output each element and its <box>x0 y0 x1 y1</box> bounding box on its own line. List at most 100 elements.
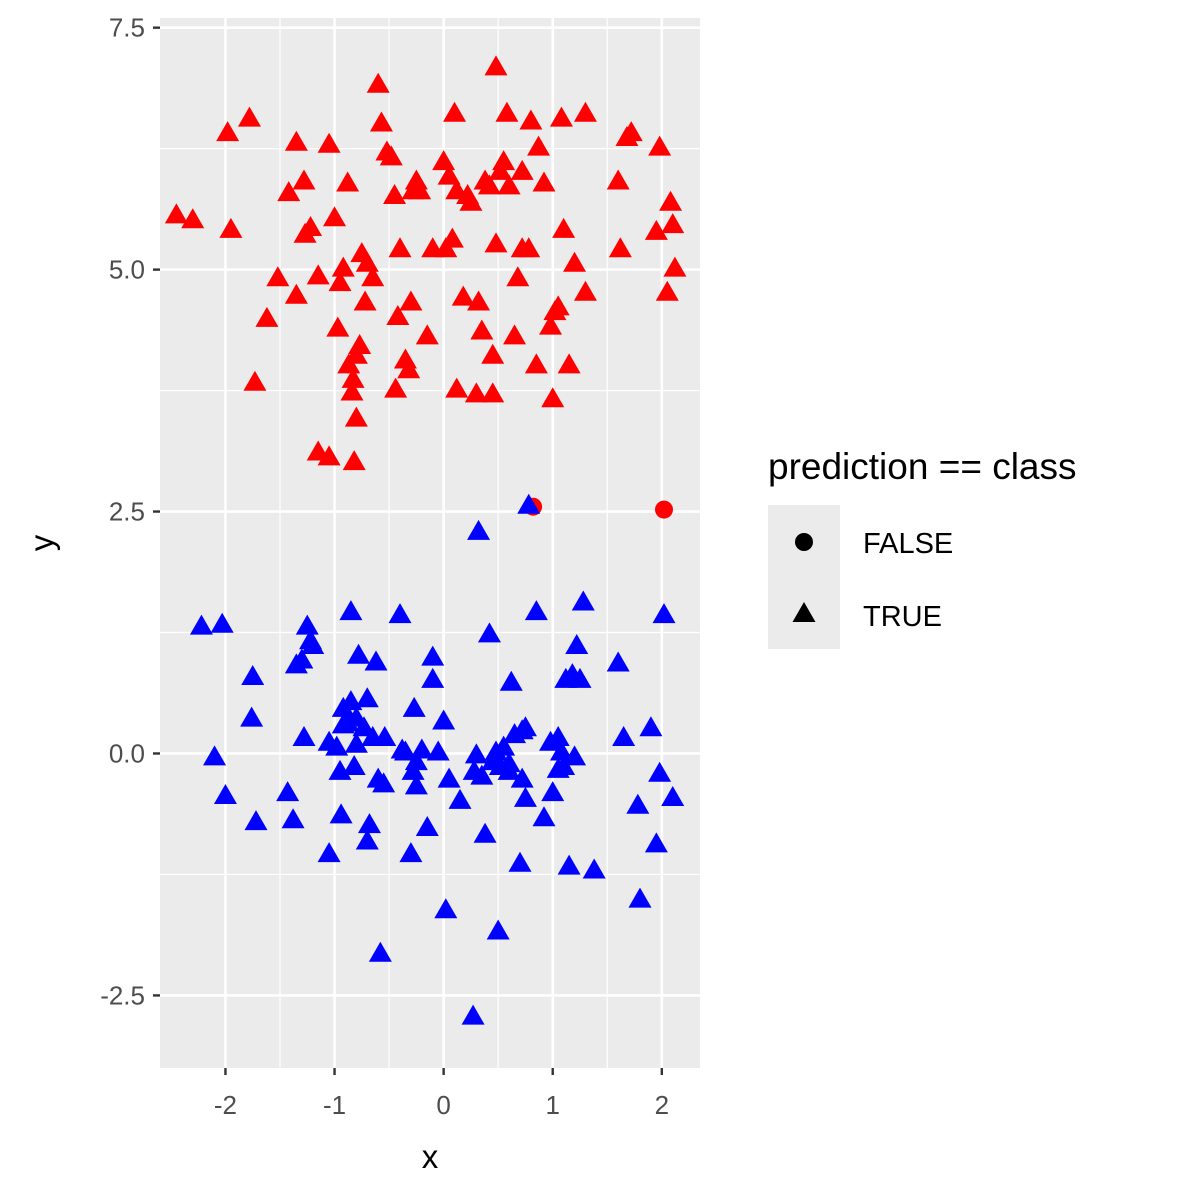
x-tick-label: 0 <box>436 1090 450 1120</box>
data-point-red-triangle <box>331 256 355 277</box>
data-point-blue-triangle <box>470 764 494 785</box>
data-point-blue-triangle <box>301 634 325 655</box>
data-point-blue-triangle <box>276 781 300 802</box>
data-point-red-triangle <box>440 227 464 248</box>
data-point-red-triangle <box>481 343 505 364</box>
data-point-red-triangle <box>164 203 188 224</box>
plot-panel <box>160 18 700 1068</box>
data-point-red-circle <box>655 500 673 519</box>
data-point-red-triangle <box>386 305 410 325</box>
data-point-red-triangle <box>532 171 556 192</box>
data-point-blue-triangle <box>486 919 510 940</box>
data-point-blue-triangle <box>497 759 521 780</box>
data-point-blue-triangle <box>421 667 445 688</box>
data-point-blue-triangle <box>368 941 392 962</box>
data-point-blue-triangle <box>342 755 366 775</box>
data-point-blue-triangle <box>546 725 570 746</box>
legend: prediction == class FALSE TRUE <box>768 446 1077 649</box>
y-tick-label: 7.5 <box>109 13 145 43</box>
data-point-red-triangle <box>573 280 597 301</box>
data-point-blue-triangle <box>448 788 472 809</box>
data-point-red-triangle <box>326 316 350 337</box>
data-point-red-triangle <box>181 208 205 229</box>
data-point-blue-triangle <box>317 842 341 863</box>
data-point-red-triangle <box>344 406 368 427</box>
data-point-red-triangle <box>484 232 508 253</box>
data-point-blue-triangle <box>410 738 434 759</box>
data-point-red-triangle <box>519 109 543 130</box>
data-point-blue-triangle <box>432 709 456 730</box>
data-point-blue-triangle <box>565 634 589 655</box>
data-point-red-triangle <box>445 377 469 398</box>
data-point-blue-triangle <box>661 785 685 806</box>
data-point-blue-triangle <box>568 667 592 688</box>
data-point-red-triangle <box>219 217 243 238</box>
data-point-blue-triangle <box>652 603 676 624</box>
data-point-blue-triangle <box>628 887 652 908</box>
data-point-red-triangle <box>495 101 519 122</box>
data-point-blue-triangle <box>434 898 458 919</box>
data-point-blue-triangle <box>295 614 319 635</box>
data-point-red-triangle <box>517 237 541 258</box>
data-point-red-triangle <box>506 266 530 287</box>
data-point-blue-triangle <box>517 493 541 514</box>
data-point-red-triangle <box>467 290 491 311</box>
data-point-red-triangle <box>619 121 643 142</box>
data-point-red-triangle <box>663 256 687 277</box>
data-point-blue-triangle <box>571 590 595 611</box>
data-point-red-triangle <box>292 169 316 190</box>
data-point-blue-triangle <box>281 808 305 829</box>
data-point-blue-triangle <box>388 603 412 624</box>
data-point-blue-triangle <box>292 725 316 746</box>
data-point-blue-triangle <box>399 842 423 863</box>
data-point-blue-triangle <box>477 622 501 643</box>
data-point-blue-triangle <box>510 767 534 788</box>
data-point-blue-triangle <box>563 745 587 766</box>
data-point-red-triangle <box>388 237 412 258</box>
y-tick-label: 2.5 <box>109 497 145 527</box>
data-point-blue-triangle <box>339 690 363 711</box>
data-point-red-triangle <box>552 217 576 238</box>
data-point-red-triangle <box>549 106 573 127</box>
data-point-red-triangle <box>451 285 475 306</box>
data-point-blue-triangle <box>492 735 516 756</box>
y-axis-title: y <box>23 534 60 551</box>
data-point-blue-triangle <box>355 829 379 850</box>
data-point-red-triangle <box>328 271 352 292</box>
data-point-red-triangle <box>437 164 461 185</box>
data-point-red-triangle <box>557 353 581 374</box>
data-point-red-triangle <box>216 121 240 142</box>
data-point-blue-triangle <box>210 612 234 633</box>
data-point-red-triangle <box>284 283 308 304</box>
data-point-blue-triangle <box>648 761 672 782</box>
data-point-blue-triangle <box>402 696 426 717</box>
data-point-blue-triangle <box>524 600 548 621</box>
data-points <box>164 55 687 1025</box>
data-point-blue-triangle <box>357 813 381 834</box>
data-point-blue-triangle <box>339 600 363 621</box>
data-point-blue-triangle <box>325 735 349 756</box>
data-point-red-triangle <box>379 145 403 166</box>
data-point-red-triangle <box>255 306 279 327</box>
legend-label-false: FALSE <box>863 528 953 560</box>
data-point-red-triangle <box>563 251 587 272</box>
data-point-red-triangle <box>541 387 565 408</box>
data-point-red-triangle <box>243 370 267 391</box>
data-point-blue-triangle <box>437 767 461 788</box>
data-point-blue-triangle <box>499 670 523 691</box>
data-point-blue-triangle <box>426 740 450 761</box>
data-point-red-triangle <box>415 324 439 345</box>
data-point-red-triangle <box>659 190 683 211</box>
data-point-red-triangle <box>353 290 377 311</box>
data-point-blue-triangle <box>415 815 439 836</box>
data-point-blue-triangle <box>240 706 264 727</box>
data-point-blue-triangle <box>541 781 565 802</box>
legend-false-circle-icon <box>795 533 813 551</box>
data-point-red-triangle <box>266 266 290 287</box>
data-point-red-triangle <box>383 184 407 205</box>
data-point-blue-triangle <box>404 750 428 771</box>
data-point-red-triangle <box>606 169 630 190</box>
data-point-red-triangle <box>481 382 505 403</box>
data-point-blue-triangle <box>329 803 353 824</box>
